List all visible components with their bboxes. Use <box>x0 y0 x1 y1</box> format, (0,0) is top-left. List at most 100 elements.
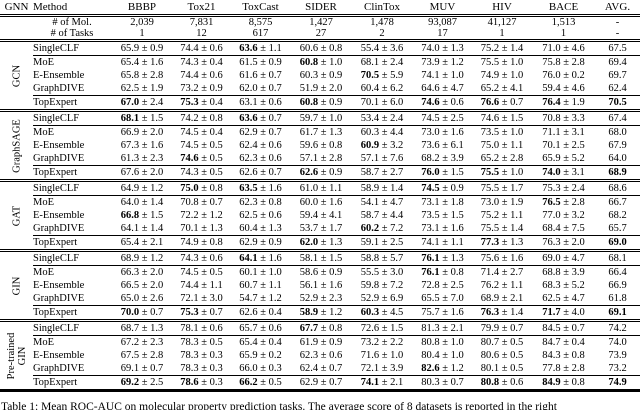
score-cell: 74.0 ± 1.3 <box>413 40 472 56</box>
gnn-label-text: GCN <box>11 64 22 87</box>
avg-cell: 69.4 <box>608 57 627 68</box>
score-cell: 61.3 ± 2.3 <box>111 152 173 166</box>
score-cell: 62.5 ± 1.9 <box>111 82 173 96</box>
score-cell: 74.4 ± 0.6 <box>173 40 230 56</box>
score-cell: 71.0 ± 4.6 <box>532 40 595 56</box>
score-cell: 75.2 ± 1.1 <box>480 210 524 221</box>
score-cell: 66.5 ± 2.0 <box>120 280 164 291</box>
method-label: E-Ensemble <box>33 350 85 361</box>
score-cell: 53.4 ± 2.4 <box>351 110 413 126</box>
score-cell: 76.6 ± 0.7 <box>480 97 524 108</box>
method-label: MoE <box>33 337 54 348</box>
score-cell: 80.1 ± 0.5 <box>472 362 532 376</box>
score-cell: 74.1 ± 1.1 <box>421 237 464 248</box>
score-cell: 76.0 ± 0.2 <box>542 70 585 81</box>
table-row: GraphDIVE 65.0 ± 2.6 72.1 ± 3.0 54.7 ± 1.2 5… <box>0 292 640 306</box>
score-cell: 68.8 ± 3.9 <box>542 267 585 278</box>
score-cell: 75.6 ± 1.6 <box>472 250 532 266</box>
score-cell: 80.8 ± 0.6 <box>480 377 524 388</box>
gnn-label: GIN <box>0 251 33 321</box>
col-header-muv: MUV <box>429 0 456 13</box>
avg-cell: 66.7 <box>608 197 627 208</box>
table-row: GIN SingleCLF 68.9 ± 1.2 74.3 ± 0.6 64.1 ± 1… <box>0 250 640 295</box>
score-cell: 74.5 ± 0.5 <box>180 267 223 278</box>
method-label: TopExpert <box>33 237 78 248</box>
score-cell: 62.6 ± 0.7 <box>239 167 282 178</box>
score-cell: 75.3 ± 0.7 <box>180 307 223 318</box>
score-cell: 80.7 ± 0.5 <box>480 337 524 348</box>
score-cell: 65.4 ± 2.1 <box>120 237 164 248</box>
score-cell: 60.7 ± 1.1 <box>239 280 282 291</box>
score-cell: 76.5 ± 2.8 <box>542 197 585 208</box>
avg-cell: 67.5 <box>595 40 640 56</box>
dataset-stats: # of Mol. 2,039 7,831 8,575 1,427 1,478 … <box>0 15 640 41</box>
score-cell: 78.3 ± 0.5 <box>180 337 223 348</box>
score-cell: 74.3 ± 0.6 <box>173 250 230 266</box>
score-cell: 63.6 ± 0.7 <box>230 110 291 126</box>
score-cell: 81.3 ± 2.1 <box>413 320 472 336</box>
score-cell: 68.2 ± 3.9 <box>413 152 472 166</box>
score-cell: 70.8 ± 3.3 <box>532 110 595 126</box>
score-cell: 58.9 ± 1.2 <box>299 307 343 318</box>
score-cell: 77.0 ± 3.2 <box>542 210 585 221</box>
score-cell: 54.7 ± 1.2 <box>230 292 291 306</box>
score-cell: 73.6 ± 6.1 <box>421 140 464 151</box>
task-count-value: 17 <box>437 28 448 39</box>
score-cell: 55.4 ± 3.6 <box>351 40 413 56</box>
score-cell: 74.0 ± 3.1 <box>542 167 585 178</box>
table-row: E-Ensemble 67.3 ± 1.6 74.5 ± 0.5 62.4 ± 0.6… <box>0 139 640 152</box>
mol-count-value: 1,513 <box>551 17 576 28</box>
method-label: SingleCLF <box>33 250 111 266</box>
score-cell: 58.9 ± 1.4 <box>351 180 413 196</box>
score-cell: 74.4 ± 1.1 <box>180 280 223 291</box>
avg-cell: 73.9 <box>608 350 627 361</box>
mol-count-row: # of Mol. 2,039 7,831 8,575 1,427 1,478 … <box>0 16 640 29</box>
score-cell: 75.0 ± 0.8 <box>173 180 230 196</box>
score-cell: 79.9 ± 0.7 <box>472 320 532 336</box>
score-cell: 62.0 ± 0.7 <box>230 82 291 96</box>
score-cell: 78.1 ± 0.6 <box>173 320 230 336</box>
task-count-value: - <box>615 28 620 39</box>
avg-cell: 68.2 <box>608 210 627 221</box>
score-cell: 65.2 ± 4.1 <box>472 82 532 96</box>
avg-cell: 73.2 <box>595 362 640 376</box>
score-cell: 84.9 ± 0.8 <box>542 377 585 388</box>
header-row: GNN Method BBBP Tox21 ToxCast SIDER Clin… <box>0 0 640 16</box>
score-cell: 84.3 ± 0.8 <box>542 350 585 361</box>
gnn-label-text: Pre-trained GIN <box>5 332 28 379</box>
method-label: GraphDIVE <box>33 292 111 306</box>
method-label: E-Ensemble <box>33 210 85 221</box>
score-cell: 72.8 ± 2.5 <box>421 280 464 291</box>
score-cell: 75.5 ± 1.4 <box>472 222 532 236</box>
task-count-value: 617 <box>252 28 269 39</box>
table-row: MoE 64.0 ± 1.4 70.8 ± 0.7 62.3 ± 0.8 60.0 ± … <box>0 196 640 210</box>
score-cell: 58.8 ± 5.7 <box>351 250 413 266</box>
avg-cell: 74.0 <box>608 337 627 348</box>
col-header-gnn: GNN <box>4 0 29 13</box>
score-cell: 76.3 ± 2.0 <box>542 237 585 248</box>
task-count-label: # of Tasks <box>50 28 94 39</box>
score-cell: 59.6 ± 0.8 <box>299 140 343 151</box>
score-cell: 74.2 ± 0.8 <box>173 110 230 126</box>
table-row: TopExpert 67.6 ± 2.0 74.3 ± 0.5 62.6 ± 0.7 6… <box>0 166 640 181</box>
score-cell: 76.1 ± 1.3 <box>413 250 472 266</box>
task-count-row: # of Tasks 1 12 617 27 2 17 1 1 - <box>0 28 640 41</box>
score-cell: 75.8 ± 2.8 <box>542 57 585 68</box>
avg-cell: 67.9 <box>608 140 627 151</box>
score-cell: 62.3 ± 0.8 <box>239 197 282 208</box>
score-cell: 67.2 ± 2.3 <box>120 337 164 348</box>
score-cell: 70.1 ± 2.5 <box>542 140 585 151</box>
score-cell: 78.6 ± 0.3 <box>180 377 223 388</box>
score-cell: 77.3 ± 1.3 <box>480 237 524 248</box>
method-label: TopExpert <box>33 167 78 178</box>
results-table: GNN Method BBBP Tox21 ToxCast SIDER Clin… <box>0 0 640 392</box>
score-cell: 63.6 ± 1.1 <box>230 40 291 56</box>
task-count-value: 2 <box>379 28 385 39</box>
score-cell: 62.5 ± 0.6 <box>239 210 282 221</box>
score-cell: 71.6 ± 1.0 <box>360 350 404 361</box>
score-cell: 66.8 ± 1.5 <box>120 210 164 221</box>
score-cell: 52.9 ± 6.9 <box>351 292 413 306</box>
score-cell: 75.7 ± 1.6 <box>421 307 464 318</box>
table-row: E-Ensemble 66.5 ± 2.0 74.4 ± 1.1 60.7 ± 1.1… <box>0 279 640 292</box>
